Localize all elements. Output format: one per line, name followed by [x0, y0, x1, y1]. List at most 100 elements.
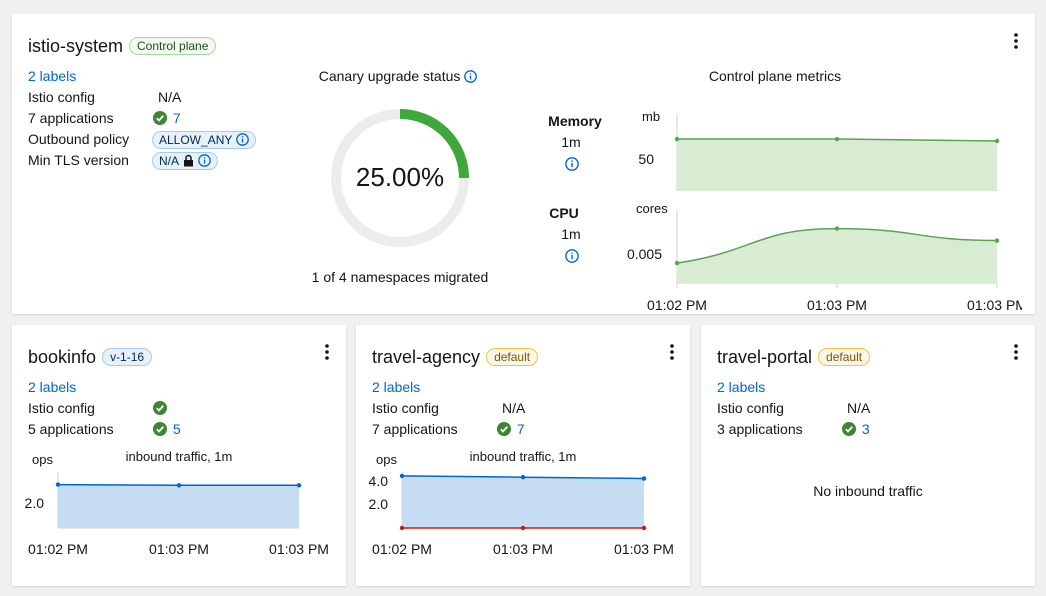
data-point	[834, 136, 840, 142]
applications-count-link[interactable]: 7	[172, 110, 181, 126]
istio-config-label: Istio config	[372, 400, 439, 416]
memory-interval: 1m	[561, 134, 581, 150]
y-tick-label: 2.0	[369, 496, 389, 512]
data-point	[674, 260, 680, 266]
revision-badge: v-1-16	[102, 348, 153, 366]
control-plane-badge: Control plane	[129, 37, 217, 55]
applications-count-link[interactable]: 7	[516, 421, 525, 437]
data-point	[520, 525, 526, 531]
kebab-menu-icon[interactable]	[321, 343, 333, 361]
cpu-label: CPU	[549, 205, 579, 221]
data-point	[55, 482, 61, 487]
cpu-unit: cores	[636, 201, 668, 216]
labels-link[interactable]: 2 labels	[717, 379, 766, 395]
namespace-name: bookinfo	[28, 347, 97, 367]
outbound-policy-pill: ALLOW_ANY	[152, 131, 256, 149]
istio-config-label: Istio config	[28, 89, 95, 105]
data-point	[834, 226, 840, 231]
memory-unit: mb	[642, 109, 660, 124]
cpu-y-tick: 0.005	[627, 246, 662, 262]
x-tick-label: 01:03 PM	[149, 541, 209, 557]
donut-progress-arc	[399, 109, 469, 179]
namespace-card-travel-portal: travel-portal default 2 labels Istio conf…	[701, 325, 1035, 586]
data-point	[994, 138, 1000, 144]
chart-unit: ops	[376, 452, 397, 467]
no-traffic-message: No inbound traffic	[813, 483, 923, 499]
canary-title: Canary upgrade status	[308, 68, 488, 84]
namespace-title: bookinfo v-1-16	[28, 347, 153, 368]
cpu-interval: 1m	[561, 226, 581, 242]
outbound-policy-value: ALLOW_ANY	[159, 133, 233, 147]
control-plane-metrics-chart: mb 50 cores 0.005 01:02 PM 01:03 PM 01:0…	[627, 109, 1022, 313]
memory-area	[677, 139, 997, 191]
istio-config-value: N/A	[847, 400, 871, 416]
x-tick-label: 01:03 PM	[614, 541, 674, 557]
applications-label: 7 applications	[372, 421, 458, 437]
check-circle-icon	[153, 401, 167, 415]
data-point	[641, 525, 647, 531]
canary-percent: 25.00%	[355, 162, 445, 192]
applications-label: 3 applications	[717, 421, 803, 437]
namespace-name: istio-system	[28, 36, 124, 56]
data-point	[399, 473, 405, 479]
applications-label: 7 applications	[28, 110, 114, 126]
y-tick-label: 2.0	[25, 495, 45, 511]
info-icon[interactable]	[565, 249, 579, 263]
y-tick-label: 4.0	[369, 473, 389, 489]
check-circle-icon	[497, 422, 511, 436]
namespace-name: travel-agency	[372, 347, 481, 367]
info-icon[interactable]	[198, 154, 211, 167]
namespace-title: istio-system Control plane	[28, 36, 217, 57]
cpu-area	[677, 228, 997, 283]
data-point	[674, 136, 680, 142]
revision-badge: default	[486, 348, 539, 366]
applications-label: 5 applications	[28, 421, 114, 437]
labels-link[interactable]: 2 labels	[28, 379, 77, 395]
istio-config-status	[153, 400, 167, 416]
istio-config-label: Istio config	[28, 400, 95, 416]
labels-link[interactable]: 2 labels	[28, 68, 77, 84]
applications-status: 3	[842, 421, 870, 437]
traffic-points	[399, 473, 647, 531]
chart-title: inbound traffic, 1m	[126, 450, 233, 464]
labels-link[interactable]: 2 labels	[372, 379, 421, 395]
namespace-title: travel-agency default	[372, 347, 539, 368]
info-icon[interactable]	[235, 133, 249, 146]
x-tick-label: 01:03 PM	[269, 541, 329, 557]
x-tick-label: 01:02 PM	[647, 297, 707, 313]
control-plane-card: istio-system Control plane 2 labels Istio…	[12, 14, 1035, 314]
istio-config-value: N/A	[158, 89, 182, 105]
applications-status: 5	[153, 421, 181, 437]
applications-count-link[interactable]: 5	[172, 421, 181, 437]
metrics-title: Control plane metrics	[708, 68, 842, 84]
traffic-area	[402, 475, 644, 528]
kebab-menu-icon[interactable]	[1010, 32, 1022, 50]
info-icon[interactable]	[464, 70, 478, 83]
applications-status: 7	[153, 110, 181, 126]
kebab-menu-icon[interactable]	[666, 343, 678, 361]
outbound-policy-label: Outbound policy	[28, 131, 130, 147]
min-tls-pill: N/A	[152, 152, 219, 170]
inbound-traffic-chart: ops inbound traffic, 1m 2.0 01:02 PM 01:…	[25, 450, 329, 557]
cpu-points	[674, 226, 1000, 266]
min-tls-value: N/A	[159, 154, 179, 168]
revision-badge: default	[818, 348, 871, 366]
check-circle-icon	[153, 111, 167, 125]
applications-status: 7	[497, 421, 525, 437]
canary-donut-chart	[331, 109, 469, 247]
canary-caption: 1 of 4 namespaces migrated	[311, 269, 489, 285]
namespace-card-bookinfo: bookinfo v-1-16 2 labels Istio config 5 a…	[12, 325, 346, 586]
check-circle-icon	[153, 422, 167, 436]
chart-title: inbound traffic, 1m	[470, 450, 577, 464]
applications-count-link[interactable]: 3	[861, 421, 870, 437]
lock-icon	[183, 154, 193, 167]
chart-unit: ops	[32, 452, 53, 467]
x-tick-label: 01:03 PM	[807, 297, 867, 313]
info-icon[interactable]	[565, 157, 579, 171]
x-tick-label: 01:03 PM	[493, 541, 553, 557]
memory-y-tick: 50	[638, 151, 654, 167]
x-tick-label: 01:02 PM	[372, 541, 432, 557]
kebab-menu-icon[interactable]	[1010, 343, 1022, 361]
namespace-card-travel-agency: travel-agency default 2 labels Istio conf…	[356, 325, 690, 586]
data-point	[641, 476, 647, 481]
